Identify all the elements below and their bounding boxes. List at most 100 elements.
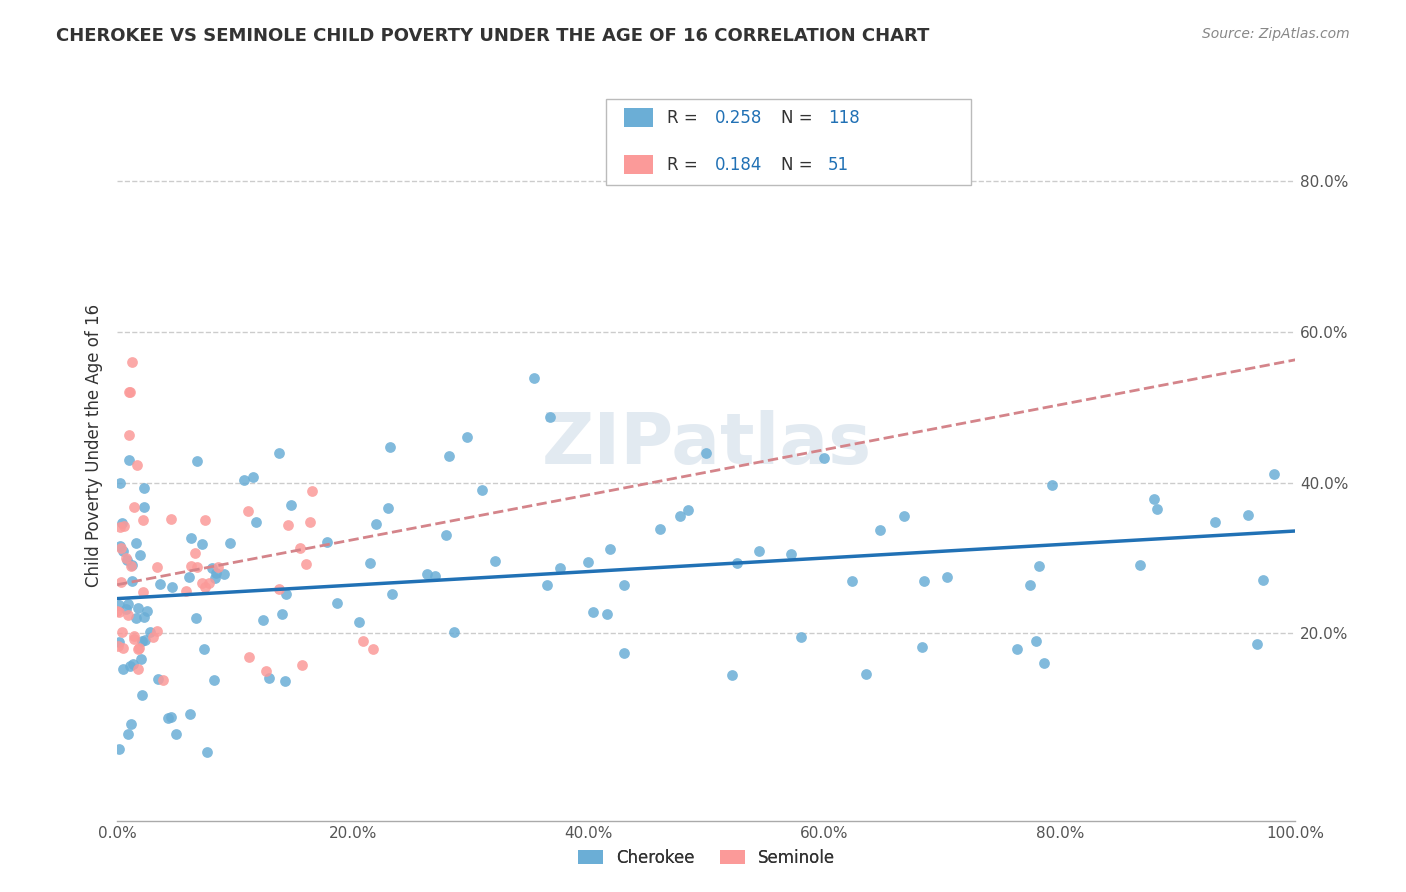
Point — [152, 673, 174, 687]
Point — [111, 516, 134, 531]
Point — [236, 503, 259, 517]
Point — [780, 547, 803, 561]
Point — [276, 518, 298, 533]
Point — [254, 664, 277, 678]
Point — [160, 580, 183, 594]
Point — [112, 641, 135, 656]
Point — [434, 528, 457, 542]
Point — [121, 558, 143, 573]
Point — [120, 558, 142, 573]
Point — [120, 716, 142, 731]
Text: Source: ZipAtlas.com: Source: ZipAtlas.com — [1202, 27, 1350, 41]
Point — [218, 536, 240, 550]
Point — [111, 544, 134, 558]
Point — [202, 673, 225, 687]
Point — [112, 662, 135, 676]
Point — [1129, 558, 1152, 572]
Point — [160, 710, 183, 724]
Point — [695, 446, 717, 460]
Point — [127, 642, 149, 657]
Point — [298, 515, 321, 529]
FancyBboxPatch shape — [606, 99, 972, 186]
Point — [416, 567, 439, 582]
Text: N =: N = — [780, 109, 817, 127]
Point — [165, 727, 187, 741]
Point — [425, 569, 447, 583]
Text: CHEROKEE VS SEMINOLE CHILD POVERTY UNDER THE AGE OF 16 CORRELATION CHART: CHEROKEE VS SEMINOLE CHILD POVERTY UNDER… — [56, 27, 929, 45]
Point — [274, 673, 297, 688]
Point — [149, 577, 172, 591]
Point — [117, 727, 139, 741]
Point — [364, 516, 387, 531]
Point — [110, 476, 132, 491]
Point — [280, 498, 302, 512]
Point — [160, 511, 183, 525]
Point — [204, 571, 226, 585]
Point — [242, 470, 264, 484]
Point — [146, 672, 169, 686]
Point — [291, 658, 314, 673]
Point — [111, 625, 134, 640]
Bar — [624, 109, 654, 128]
Point — [1253, 573, 1275, 587]
Point — [245, 515, 267, 529]
Point — [523, 371, 546, 385]
Point — [127, 601, 149, 615]
Point — [195, 745, 218, 759]
Point — [1028, 558, 1050, 573]
Point — [1007, 642, 1029, 657]
Text: R =: R = — [668, 155, 703, 174]
Point — [720, 668, 742, 682]
Point — [582, 605, 605, 619]
Point — [232, 473, 254, 487]
Point — [156, 711, 179, 725]
Point — [108, 635, 131, 649]
Point — [316, 534, 339, 549]
Point — [1146, 502, 1168, 516]
Y-axis label: Child Poverty Under the Age of 16: Child Poverty Under the Age of 16 — [86, 303, 103, 587]
Point — [107, 639, 129, 653]
Point — [141, 630, 163, 644]
Point — [207, 559, 229, 574]
Point — [252, 613, 274, 627]
Point — [1246, 637, 1268, 651]
Point — [294, 557, 316, 571]
Point — [108, 520, 131, 534]
Point — [110, 541, 132, 555]
Point — [184, 546, 207, 560]
Point — [648, 523, 671, 537]
Point — [201, 561, 224, 575]
Text: 0.258: 0.258 — [714, 109, 762, 127]
Point — [118, 385, 141, 400]
Point — [471, 483, 494, 497]
Point — [748, 543, 770, 558]
Point — [725, 556, 748, 570]
Point — [443, 625, 465, 640]
Point — [132, 500, 155, 515]
Point — [1025, 633, 1047, 648]
Bar — [624, 155, 654, 174]
Point — [257, 671, 280, 685]
Point — [121, 574, 143, 588]
Point — [146, 559, 169, 574]
Point — [177, 570, 200, 584]
Point — [1143, 492, 1166, 507]
Point — [194, 513, 217, 527]
Point — [288, 541, 311, 556]
Point — [117, 608, 139, 623]
Point — [361, 642, 384, 657]
Point — [132, 584, 155, 599]
Point — [301, 484, 323, 499]
Point — [193, 642, 215, 657]
Point — [117, 428, 139, 442]
Point — [911, 640, 934, 654]
Point — [538, 409, 561, 424]
Point — [269, 582, 291, 596]
Point — [912, 574, 935, 588]
Point — [138, 625, 160, 640]
Point — [128, 548, 150, 562]
Point — [1032, 656, 1054, 670]
Point — [125, 611, 148, 625]
Point — [599, 542, 621, 557]
Point — [194, 580, 217, 594]
